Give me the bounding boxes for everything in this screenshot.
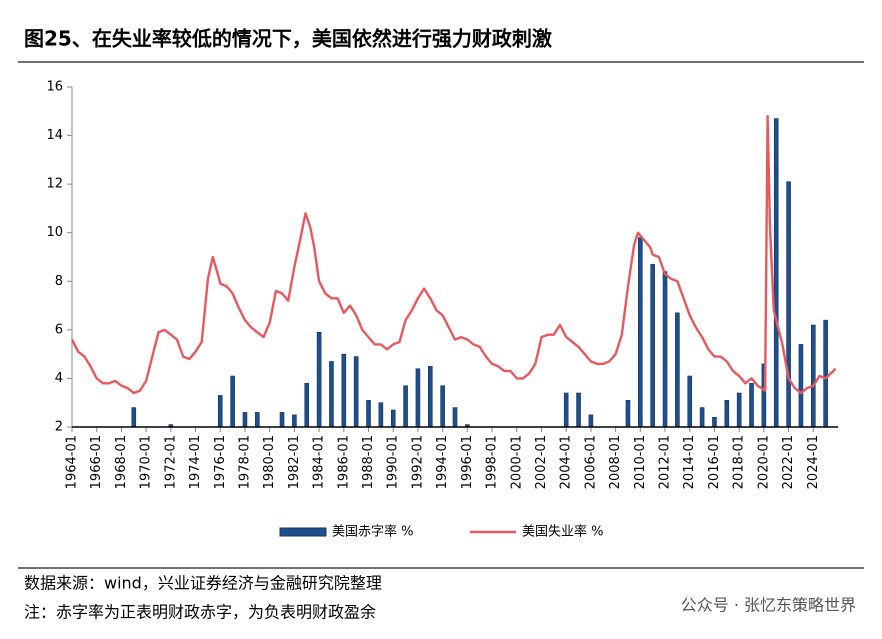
x-tick-label: 1988-01	[361, 435, 376, 489]
x-tick-label: 1984-01	[312, 435, 327, 489]
y-tick-label: 4	[55, 371, 63, 386]
bar	[563, 392, 569, 428]
bar	[366, 399, 371, 428]
bar	[131, 407, 137, 428]
bar	[712, 416, 717, 428]
y-tick-label: 12	[46, 177, 63, 192]
y-tick-label: 2	[55, 420, 63, 435]
bar	[353, 356, 359, 428]
bar	[279, 412, 285, 428]
bar	[440, 385, 445, 428]
source-note: 数据来源：wind，兴业证券经济与金融研究院整理	[24, 574, 382, 593]
x-tick-label: 1976-01	[213, 435, 228, 489]
x-tick-label: 2004-01	[559, 435, 574, 489]
x-tick-label: 1966-01	[89, 435, 104, 489]
bar	[798, 344, 804, 428]
x-tick-label: 1968-01	[114, 435, 129, 489]
x-tick-label: 1980-01	[262, 435, 277, 489]
bar	[736, 392, 742, 428]
y-tick-label: 8	[55, 274, 63, 289]
y-tick-label: 16	[46, 80, 63, 95]
footnote: 注：赤字率为正表明财政赤字，为负表明财政盈余	[24, 603, 376, 622]
bar	[378, 402, 384, 428]
bar	[230, 375, 235, 428]
bar	[329, 361, 334, 428]
x-tick-label: 1998-01	[485, 435, 500, 489]
bar	[699, 407, 705, 428]
legend-label: 美国赤字率 %	[332, 524, 414, 540]
bar	[662, 271, 668, 428]
legend-swatch	[279, 527, 327, 537]
x-tick-label: 1992-01	[410, 435, 425, 489]
x-tick-label: 1978-01	[237, 435, 252, 489]
x-tick-label: 2010-01	[633, 435, 648, 489]
x-tick-label: 2000-01	[509, 435, 524, 489]
bar	[292, 414, 297, 428]
watermark: 公众号 · 张忆东策略世界	[681, 596, 856, 615]
bar	[724, 399, 730, 428]
bar	[675, 312, 680, 428]
y-tick-label: 14	[46, 128, 63, 143]
bar	[588, 414, 594, 428]
bar	[341, 353, 347, 428]
bar	[217, 395, 223, 428]
bar	[304, 382, 310, 428]
x-tick-label: 1982-01	[287, 435, 302, 489]
bar	[749, 382, 754, 428]
x-tick-label: 2022-01	[781, 435, 796, 489]
bar	[650, 263, 655, 428]
x-tick-label: 2016-01	[707, 435, 722, 489]
bar	[452, 407, 458, 428]
chart-title: 图25、在失业率较低的情况下，美国依然进行强力财政刺激	[24, 27, 552, 51]
legend-label: 美国失业率 %	[522, 524, 604, 540]
x-tick-label: 1964-01	[65, 435, 80, 489]
y-tick-label: 6	[55, 322, 63, 337]
x-tick-label: 1974-01	[188, 435, 203, 489]
line	[70, 114, 837, 395]
bar	[810, 324, 816, 428]
bar	[786, 181, 791, 428]
bar	[687, 375, 693, 428]
x-tick-label: 2024-01	[806, 435, 821, 489]
bar	[403, 385, 408, 428]
bar	[576, 392, 581, 428]
bar	[625, 399, 631, 428]
x-tick-label: 1970-01	[139, 435, 154, 489]
bar	[638, 237, 643, 428]
bar	[242, 412, 248, 428]
x-tick-label: 2006-01	[583, 435, 598, 489]
x-tick-label: 1994-01	[435, 435, 450, 489]
bar	[773, 118, 779, 428]
x-tick-label: 2020-01	[756, 435, 771, 489]
x-tick-label: 2014-01	[682, 435, 697, 489]
bar	[823, 319, 828, 428]
x-tick-label: 1990-01	[386, 435, 401, 489]
bar	[390, 409, 396, 428]
y-tick-label: 10	[46, 225, 63, 240]
x-tick-label: 2008-01	[608, 435, 623, 489]
x-tick-label: 1972-01	[163, 435, 178, 489]
bar	[255, 412, 260, 428]
x-tick-label: 2018-01	[732, 435, 747, 489]
bar	[316, 331, 322, 428]
x-tick-label: 2002-01	[534, 435, 549, 489]
x-tick-label: 2012-01	[658, 435, 673, 489]
x-tick-label: 1996-01	[460, 435, 475, 489]
bar	[415, 368, 421, 428]
x-tick-label: 1986-01	[336, 435, 351, 489]
bar	[427, 365, 433, 428]
